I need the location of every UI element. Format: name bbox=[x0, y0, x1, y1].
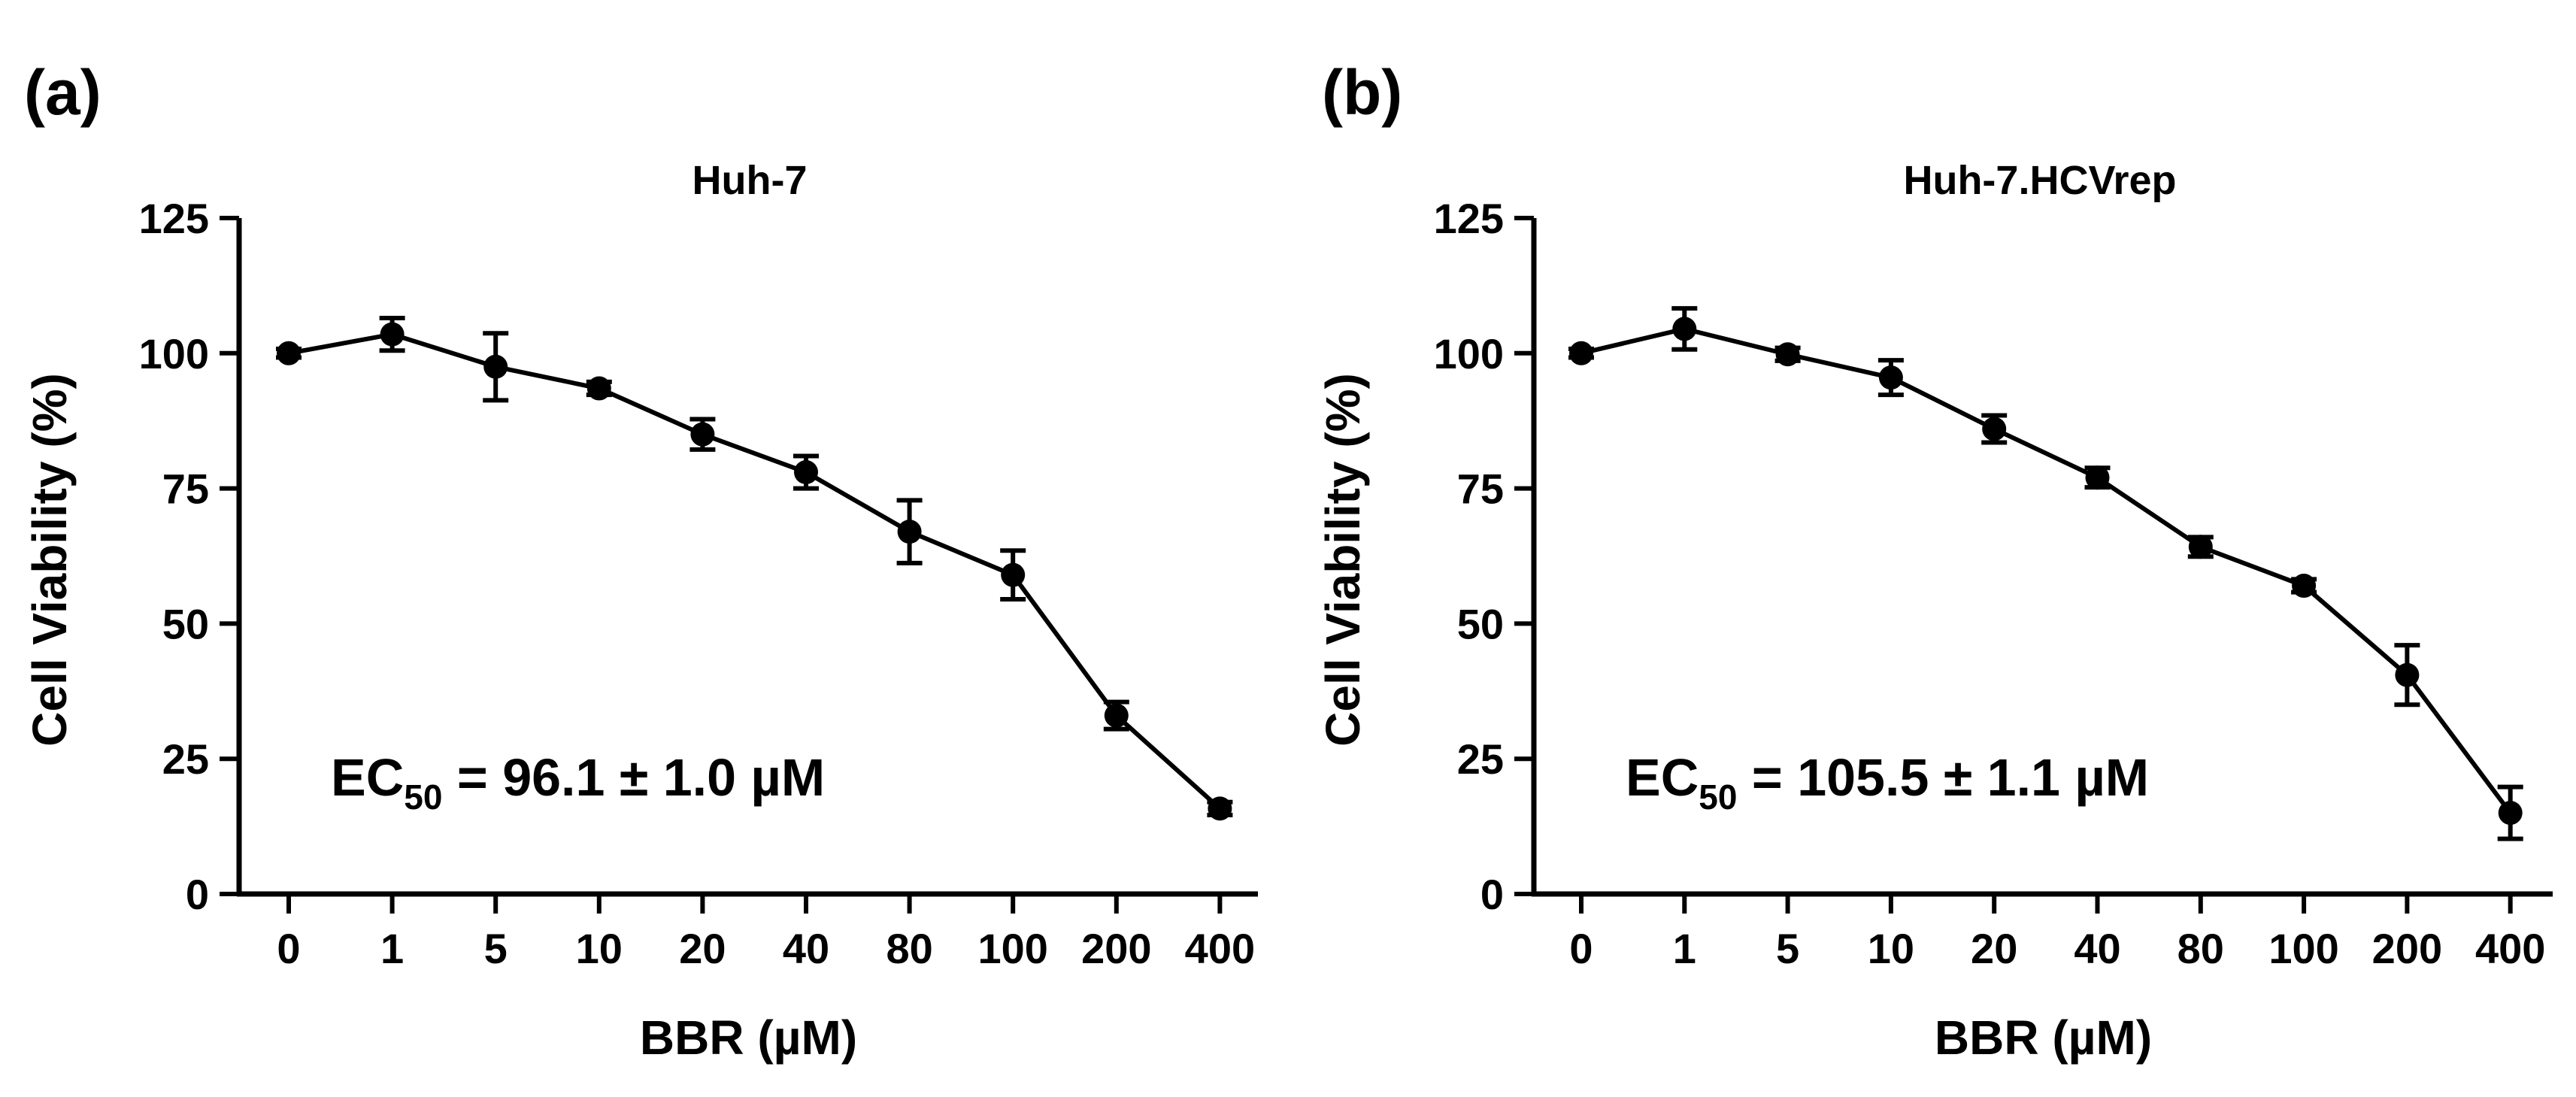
series-line bbox=[288, 332, 1222, 811]
x-tick-label: 200 bbox=[1081, 925, 1151, 972]
x-tick-label: 20 bbox=[1971, 925, 2017, 972]
ec50-value: = 105.5 ± 1.1 µM bbox=[1737, 748, 2149, 807]
x-tick-label: 100 bbox=[977, 925, 1047, 972]
y-axis-label: Cell Viability (%) bbox=[23, 373, 77, 747]
y-tick-label: 50 bbox=[162, 600, 209, 647]
x-tick-label: 10 bbox=[576, 925, 623, 972]
y-tick-label: 0 bbox=[186, 871, 209, 918]
data-point bbox=[380, 322, 405, 347]
y-tick-label: 25 bbox=[1457, 735, 1504, 783]
y-tick-label: 25 bbox=[162, 735, 209, 783]
x-tick-label: 5 bbox=[484, 925, 508, 972]
data-point bbox=[2395, 662, 2420, 687]
y-tick-label: 50 bbox=[1457, 600, 1504, 647]
panel-b: (b) Huh-7.HCVrep 0 25 50 75 100 125 0 1 5 10 20 40 80 1… bbox=[1316, 57, 2553, 1065]
series-line bbox=[1580, 326, 2513, 814]
data-point bbox=[2085, 465, 2110, 490]
x-axis-label: BBR (µM) bbox=[640, 1011, 857, 1065]
data-point bbox=[2188, 535, 2213, 559]
y-tick-label: 125 bbox=[139, 195, 209, 242]
y-axis-label: Cell Viability (%) bbox=[1316, 373, 1370, 747]
ec50-annotation: EC50 = 105.5 ± 1.1 µM bbox=[1626, 748, 2149, 817]
ec50-value: = 96.1 ± 1.0 µM bbox=[442, 748, 825, 807]
x-tick-label: 40 bbox=[783, 925, 829, 972]
data-point bbox=[2292, 574, 2317, 599]
data-point bbox=[1775, 342, 1800, 367]
data-point bbox=[1982, 417, 2007, 441]
data-point bbox=[277, 341, 301, 365]
data-point bbox=[897, 520, 922, 544]
x-tick-label: 1 bbox=[380, 925, 404, 972]
x-tick-label: 200 bbox=[2372, 925, 2442, 972]
data-point bbox=[690, 422, 715, 447]
panel-label: (a) bbox=[24, 57, 102, 128]
x-tick-label: 400 bbox=[2475, 925, 2545, 972]
x-tick-label: 0 bbox=[277, 925, 300, 972]
data-point bbox=[794, 460, 818, 485]
x-tick-label: 400 bbox=[1185, 925, 1255, 972]
x-tick-label: 80 bbox=[886, 925, 932, 972]
data-point bbox=[483, 354, 508, 379]
data-point bbox=[1878, 365, 1903, 390]
ec50-subscript: 50 bbox=[404, 777, 442, 817]
data-point bbox=[1672, 317, 1697, 341]
ec50-subscript: 50 bbox=[1699, 777, 1737, 817]
data-point bbox=[1569, 341, 1593, 365]
panel-label: (b) bbox=[1322, 57, 1402, 128]
ec50-label: EC bbox=[1626, 748, 1699, 807]
chart-title: Huh-7 bbox=[692, 158, 808, 203]
chart-title: Huh-7.HCVrep bbox=[1903, 158, 2176, 203]
data-point bbox=[1208, 796, 1232, 821]
x-tick-label: 80 bbox=[2177, 925, 2224, 972]
data-point bbox=[586, 376, 611, 401]
y-tick-label: 100 bbox=[139, 330, 209, 377]
x-tick-label: 1 bbox=[1673, 925, 1696, 972]
data-point bbox=[1104, 703, 1129, 728]
data-point bbox=[2498, 801, 2523, 826]
y-tick-label: 100 bbox=[1434, 330, 1504, 377]
y-tick-label: 75 bbox=[1457, 465, 1504, 513]
panel-a: (a) Huh-7 0 25 50 75 100 125 0 1 5 10 20 40 80 100 200 40… bbox=[23, 57, 1258, 1065]
x-tick-label: 0 bbox=[1569, 925, 1593, 972]
y-tick-label: 125 bbox=[1434, 195, 1504, 242]
x-tick-label: 5 bbox=[1776, 925, 1799, 972]
x-axis-label: BBR (µM) bbox=[1935, 1011, 2152, 1065]
ec50-annotation: EC50 = 96.1 ± 1.0 µM bbox=[331, 748, 825, 817]
ec50-label: EC bbox=[331, 748, 404, 807]
x-tick-label: 20 bbox=[679, 925, 726, 972]
x-tick-label: 100 bbox=[2268, 925, 2338, 972]
x-tick-label: 40 bbox=[2074, 925, 2120, 972]
data-point bbox=[1001, 562, 1026, 587]
y-tick-label: 75 bbox=[162, 465, 209, 513]
x-tick-label: 10 bbox=[1868, 925, 1914, 972]
y-tick-label: 0 bbox=[1480, 871, 1504, 918]
